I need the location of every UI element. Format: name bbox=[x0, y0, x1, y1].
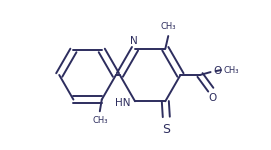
Text: CH₃: CH₃ bbox=[224, 66, 239, 75]
Text: CH₃: CH₃ bbox=[160, 22, 176, 31]
Text: O: O bbox=[209, 93, 217, 103]
Text: HN: HN bbox=[115, 98, 130, 108]
Text: S: S bbox=[162, 123, 170, 136]
Text: O: O bbox=[213, 66, 221, 76]
Text: N: N bbox=[130, 36, 138, 46]
Text: CH₃: CH₃ bbox=[92, 116, 108, 125]
